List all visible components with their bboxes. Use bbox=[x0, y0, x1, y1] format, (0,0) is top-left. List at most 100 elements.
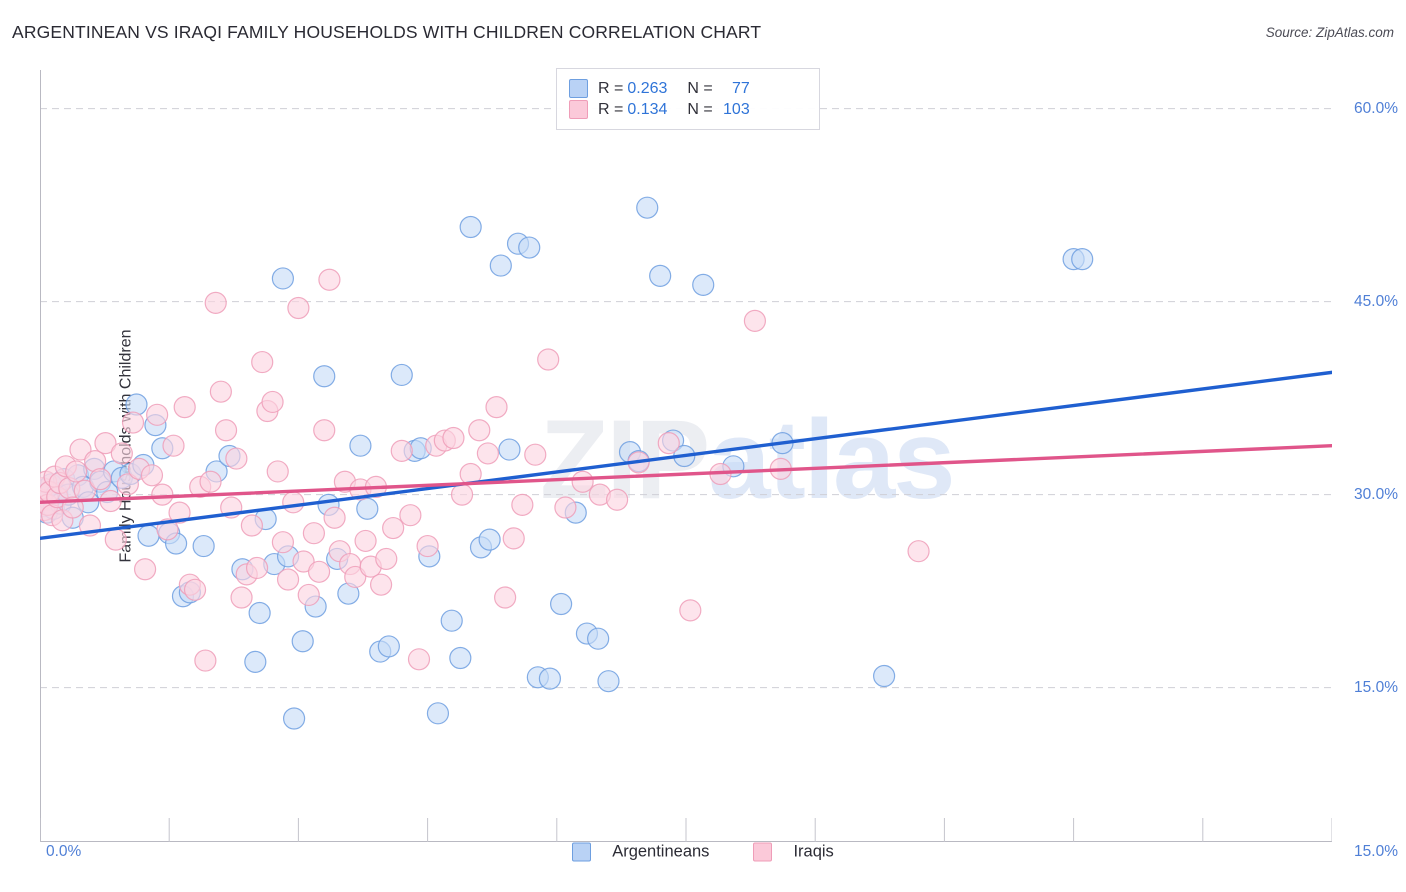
data-point bbox=[459, 215, 482, 239]
data-point bbox=[449, 646, 472, 670]
data-point bbox=[743, 309, 767, 332]
data-point bbox=[162, 434, 185, 457]
stats-r-label-1: R = bbox=[598, 79, 624, 97]
data-point bbox=[399, 504, 422, 527]
data-point bbox=[302, 522, 325, 545]
data-point bbox=[137, 524, 160, 547]
data-point bbox=[692, 273, 715, 296]
y-axis-tick-label-1: 45.0% bbox=[1354, 292, 1398, 310]
data-point bbox=[287, 296, 310, 320]
data-point bbox=[478, 528, 501, 551]
data-point bbox=[318, 268, 341, 291]
data-point bbox=[65, 460, 88, 483]
data-point bbox=[140, 464, 164, 487]
data-point bbox=[571, 470, 594, 493]
legend-item-iraqis[interactable]: Iraqis bbox=[753, 842, 834, 862]
data-point bbox=[485, 396, 508, 419]
plot-svg bbox=[40, 70, 1332, 842]
data-point bbox=[369, 573, 393, 596]
data-point bbox=[251, 350, 274, 374]
data-point bbox=[104, 528, 127, 551]
data-point bbox=[873, 664, 896, 688]
data-point bbox=[292, 550, 315, 573]
data-point bbox=[110, 442, 133, 465]
data-point bbox=[498, 438, 521, 461]
data-point bbox=[407, 648, 431, 671]
data-point bbox=[240, 514, 263, 537]
data-point bbox=[550, 592, 573, 616]
data-point bbox=[266, 460, 289, 483]
series-iraqis bbox=[40, 268, 930, 672]
data-point bbox=[173, 396, 196, 419]
data-point bbox=[587, 627, 610, 650]
data-point bbox=[261, 390, 284, 414]
data-point bbox=[125, 393, 148, 416]
data-point bbox=[230, 586, 253, 609]
stats-r-value-1: 0.263 bbox=[627, 79, 668, 97]
stats-swatch-blue bbox=[569, 79, 588, 98]
data-point bbox=[468, 419, 491, 442]
data-point bbox=[356, 497, 379, 520]
data-point bbox=[151, 483, 174, 506]
legend-item-argentineans[interactable]: Argentineans bbox=[572, 842, 709, 862]
data-point bbox=[502, 527, 525, 550]
data-point bbox=[225, 447, 248, 470]
correlation-stats-box: R = 0.263 N = 77 R = 0.134 N = 103 bbox=[556, 68, 820, 130]
x-axis-tick-max: 15.0% bbox=[1354, 843, 1398, 860]
data-point bbox=[271, 531, 294, 554]
data-point bbox=[271, 267, 294, 290]
scatter-plot-area bbox=[40, 70, 1332, 842]
data-point bbox=[390, 363, 413, 387]
data-point bbox=[349, 434, 372, 457]
data-point bbox=[89, 468, 112, 491]
stats-swatch-pink bbox=[569, 100, 588, 119]
data-point bbox=[69, 438, 92, 461]
data-point bbox=[214, 419, 238, 442]
data-point bbox=[679, 599, 702, 622]
data-point bbox=[554, 496, 577, 519]
data-point bbox=[354, 529, 377, 553]
data-point bbox=[248, 601, 271, 625]
y-axis-tick-label-0: 60.0% bbox=[1354, 99, 1398, 117]
data-point bbox=[511, 493, 534, 516]
data-point bbox=[307, 560, 331, 583]
data-point bbox=[168, 501, 191, 524]
data-point bbox=[537, 348, 560, 371]
stats-r-value-2: 0.134 bbox=[627, 100, 668, 118]
data-point bbox=[375, 547, 398, 571]
data-point bbox=[416, 534, 439, 558]
data-point bbox=[377, 635, 400, 658]
data-point bbox=[323, 506, 346, 529]
y-axis-tick-label-3: 15.0% bbox=[1354, 678, 1398, 696]
data-point bbox=[344, 565, 367, 589]
data-point bbox=[657, 432, 680, 455]
trendline-iraqis bbox=[40, 444, 1332, 505]
data-point bbox=[442, 426, 465, 450]
data-point bbox=[146, 403, 169, 426]
data-point bbox=[94, 432, 117, 455]
stats-row-argentineans: R = 0.263 N = 77 bbox=[569, 79, 807, 98]
data-point bbox=[907, 540, 930, 563]
data-point bbox=[390, 439, 413, 462]
stats-row-iraqis: R = 0.134 N = 103 bbox=[569, 100, 807, 119]
data-point bbox=[313, 419, 336, 442]
data-point bbox=[426, 702, 450, 725]
x-axis-tick-min: 0.0% bbox=[46, 843, 82, 860]
data-point bbox=[204, 291, 227, 314]
data-point bbox=[192, 534, 215, 558]
data-point bbox=[245, 556, 269, 580]
data-point bbox=[116, 473, 139, 496]
data-point bbox=[494, 586, 517, 609]
data-point bbox=[313, 365, 336, 388]
data-point bbox=[597, 670, 620, 693]
data-point bbox=[209, 380, 232, 403]
legend-label-iraqis: Iraqis bbox=[793, 842, 834, 861]
data-point bbox=[133, 558, 157, 581]
data-point bbox=[382, 516, 405, 540]
source-label: Source: ZipAtlas.com bbox=[1265, 25, 1394, 40]
data-point bbox=[276, 568, 300, 591]
data-point bbox=[183, 578, 207, 601]
data-point bbox=[450, 483, 474, 506]
data-point bbox=[244, 650, 267, 673]
